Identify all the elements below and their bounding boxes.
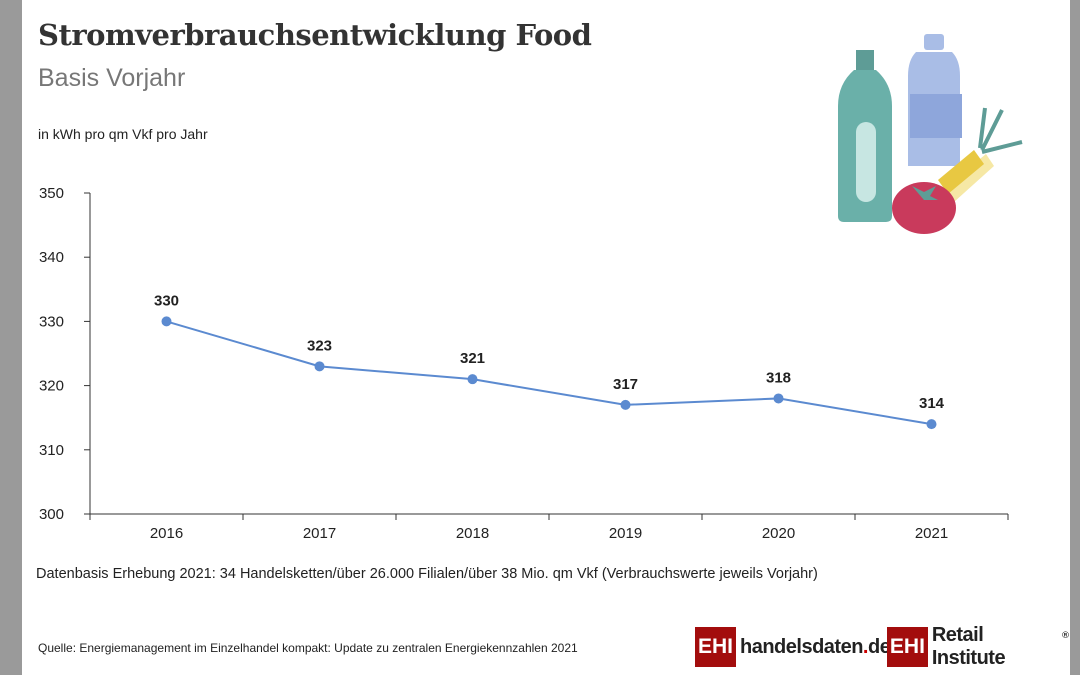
line-chart: 300 310 320 330 340 350 2016 2017 2018 2019 2020 20… (39, 185, 1009, 542)
data-label: 314 (919, 395, 945, 412)
data-basis-note: Datenbasis Erhebung 2021: 34 Handelskett… (36, 566, 818, 582)
data-point (926, 419, 937, 430)
data-label: 330 (154, 292, 179, 309)
data-point (467, 374, 478, 385)
x-tick-label: 2018 (456, 525, 489, 542)
y-tick-label: 340 (39, 249, 64, 266)
data-point (314, 361, 325, 372)
data-label: 321 (460, 350, 485, 367)
chart-subtitle: Basis Vorjahr (38, 64, 186, 92)
data-point (773, 393, 784, 404)
y-tick-label: 320 (39, 378, 64, 395)
logo-tld: de (867, 635, 891, 658)
y-axis-unit-label: in kWh pro qm Vkf pro Jahr (38, 126, 208, 142)
data-label: 317 (613, 376, 638, 393)
infographic-card: Stromverbrauchsentwicklung Food Basis Vo… (22, 0, 1070, 675)
y-tick-label: 330 (39, 313, 64, 330)
ehi-mark: EHI (695, 627, 736, 667)
y-tick-label: 350 (39, 185, 64, 202)
data-point (620, 399, 631, 410)
registered-mark: ® (1061, 631, 1070, 641)
y-tick-label: 310 (39, 442, 64, 459)
source-note: Quelle: Energiemanagement im Einzelhande… (38, 641, 578, 655)
logo-dot: . (862, 635, 869, 658)
x-tick-label: 2021 (915, 525, 948, 542)
data-label: 318 (766, 369, 791, 386)
retail-institute-text: Retail Institute (931, 624, 1006, 669)
handelsdaten-logo[interactable]: EHI handelsdaten. de (695, 627, 891, 667)
series-line (166, 320, 932, 426)
data-label: 323 (307, 337, 332, 354)
food-illustration (838, 34, 1023, 234)
x-tick-label: 2020 (762, 525, 795, 542)
handelsdaten-text: handelsdaten (740, 635, 863, 658)
x-tick-label: 2019 (609, 525, 642, 542)
y-tick-label: 300 (39, 506, 64, 523)
chart-title: Stromverbrauchsentwicklung Food (38, 18, 592, 52)
x-tick-label: 2017 (303, 525, 336, 542)
ehi-retail-institute-logo[interactable]: EHI Retail Institute ® (887, 624, 1070, 669)
data-point (161, 316, 172, 327)
ehi-mark: EHI (887, 627, 928, 667)
x-tick-label: 2016 (150, 525, 183, 542)
